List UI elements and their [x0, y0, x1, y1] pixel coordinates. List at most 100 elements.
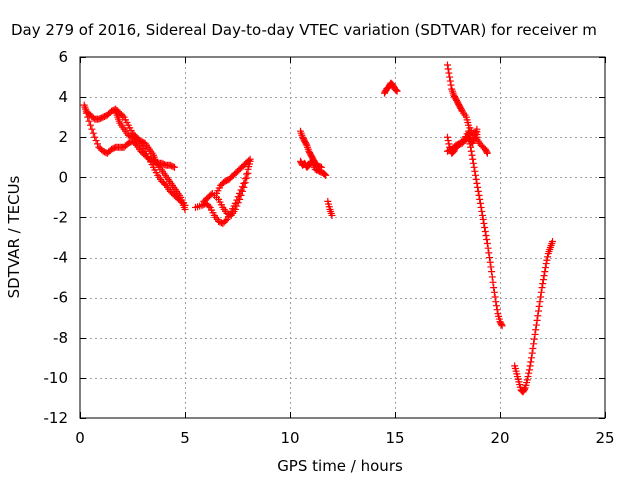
- data-point: [472, 175, 480, 183]
- data-point: [531, 330, 539, 338]
- data-point: [479, 215, 487, 223]
- data-point: [236, 195, 244, 203]
- data-point: [181, 201, 189, 209]
- data-point: [491, 293, 499, 301]
- data-point: [537, 288, 545, 296]
- x-tick-label: 15: [385, 429, 404, 447]
- data-point: [444, 133, 451, 141]
- data-point: [476, 199, 484, 207]
- data-point: [477, 203, 485, 211]
- data-point: [469, 159, 477, 167]
- data-point: [486, 258, 494, 266]
- data-point: [535, 307, 542, 315]
- data-point: [525, 366, 533, 374]
- data-point: [481, 223, 489, 231]
- plot-frame: [79, 56, 606, 419]
- data-point: [243, 174, 251, 182]
- grid: [80, 57, 605, 418]
- data-point: [470, 163, 478, 171]
- data-point: [233, 202, 241, 210]
- x-tick-label: 10: [280, 429, 299, 447]
- data-point: [493, 306, 501, 314]
- data-point: [549, 238, 556, 246]
- data-point: [91, 133, 99, 141]
- data-point: [479, 211, 486, 219]
- data-point: [492, 298, 500, 306]
- data-point: [467, 143, 475, 151]
- data-point: [529, 344, 537, 352]
- data-point: [539, 276, 547, 284]
- data-point: [244, 169, 252, 177]
- data-point: [474, 183, 482, 191]
- data-point: [538, 284, 546, 292]
- data-point: [328, 211, 336, 219]
- data-point: [536, 298, 544, 306]
- data-point: [540, 272, 548, 280]
- data-point: [89, 129, 97, 137]
- data-point: [392, 86, 400, 94]
- data-point: [497, 320, 505, 328]
- data-point: [488, 268, 496, 276]
- data-point: [445, 69, 453, 77]
- data-point: [482, 231, 490, 239]
- data-point: [321, 171, 329, 179]
- data-point: [393, 87, 401, 95]
- data-point: [444, 61, 451, 69]
- data-point: [526, 362, 534, 370]
- data-point: [88, 125, 96, 133]
- data-point: [466, 130, 474, 138]
- data-point: [467, 147, 475, 155]
- data-point: [476, 195, 484, 203]
- x-tick-label: 5: [180, 429, 190, 447]
- data-point: [234, 199, 242, 207]
- x-tick-label: 20: [490, 429, 509, 447]
- x-axis-label: GPS time / hours: [277, 457, 403, 475]
- data-point: [478, 207, 486, 215]
- data-point: [465, 133, 472, 141]
- data-point: [241, 179, 249, 187]
- data-point: [245, 157, 253, 165]
- data-point: [318, 163, 325, 171]
- data-point: [481, 227, 489, 235]
- data-point: [474, 187, 482, 195]
- data-point: [169, 163, 177, 171]
- data-point: [92, 137, 100, 145]
- data-point: [528, 349, 536, 357]
- data-point: [459, 137, 467, 145]
- data-point: [484, 244, 492, 252]
- data-point: [469, 155, 477, 163]
- y-tick-label: -10: [44, 369, 69, 387]
- data-point: [488, 273, 496, 281]
- data-point: [521, 385, 528, 393]
- data-point: [472, 171, 479, 179]
- y-tick-label: -6: [53, 289, 68, 307]
- data-point: [466, 140, 474, 148]
- data-point: [532, 326, 540, 334]
- y-tick-label: 0: [58, 168, 68, 186]
- data-point: [222, 217, 230, 225]
- data-point: [444, 65, 452, 73]
- chart-title: Day 279 of 2016, Sidereal Day-to-day VTE…: [11, 21, 597, 39]
- data-point: [237, 191, 245, 199]
- y-axis-label: SDTVAR / TECUs: [5, 175, 23, 298]
- data-point: [322, 171, 330, 179]
- data-point: [473, 133, 481, 141]
- data-point: [537, 293, 545, 301]
- data-point: [205, 202, 213, 210]
- data-point: [542, 260, 550, 268]
- data-point: [498, 322, 506, 330]
- data-point: [530, 335, 538, 343]
- y-tick-label: 6: [58, 48, 68, 66]
- x-tick-label: 25: [595, 429, 614, 447]
- data-point: [489, 278, 497, 286]
- data-point: [528, 354, 535, 362]
- data-point: [486, 254, 493, 262]
- y-axis: 6 4 2 0 -2 -4 -6 -8 -10 -12: [44, 48, 605, 427]
- data-point: [525, 369, 533, 377]
- data-point: [541, 268, 549, 276]
- data-point: [523, 376, 531, 384]
- data-point: [445, 140, 453, 148]
- data-point: [444, 137, 452, 145]
- data-point: [85, 117, 93, 125]
